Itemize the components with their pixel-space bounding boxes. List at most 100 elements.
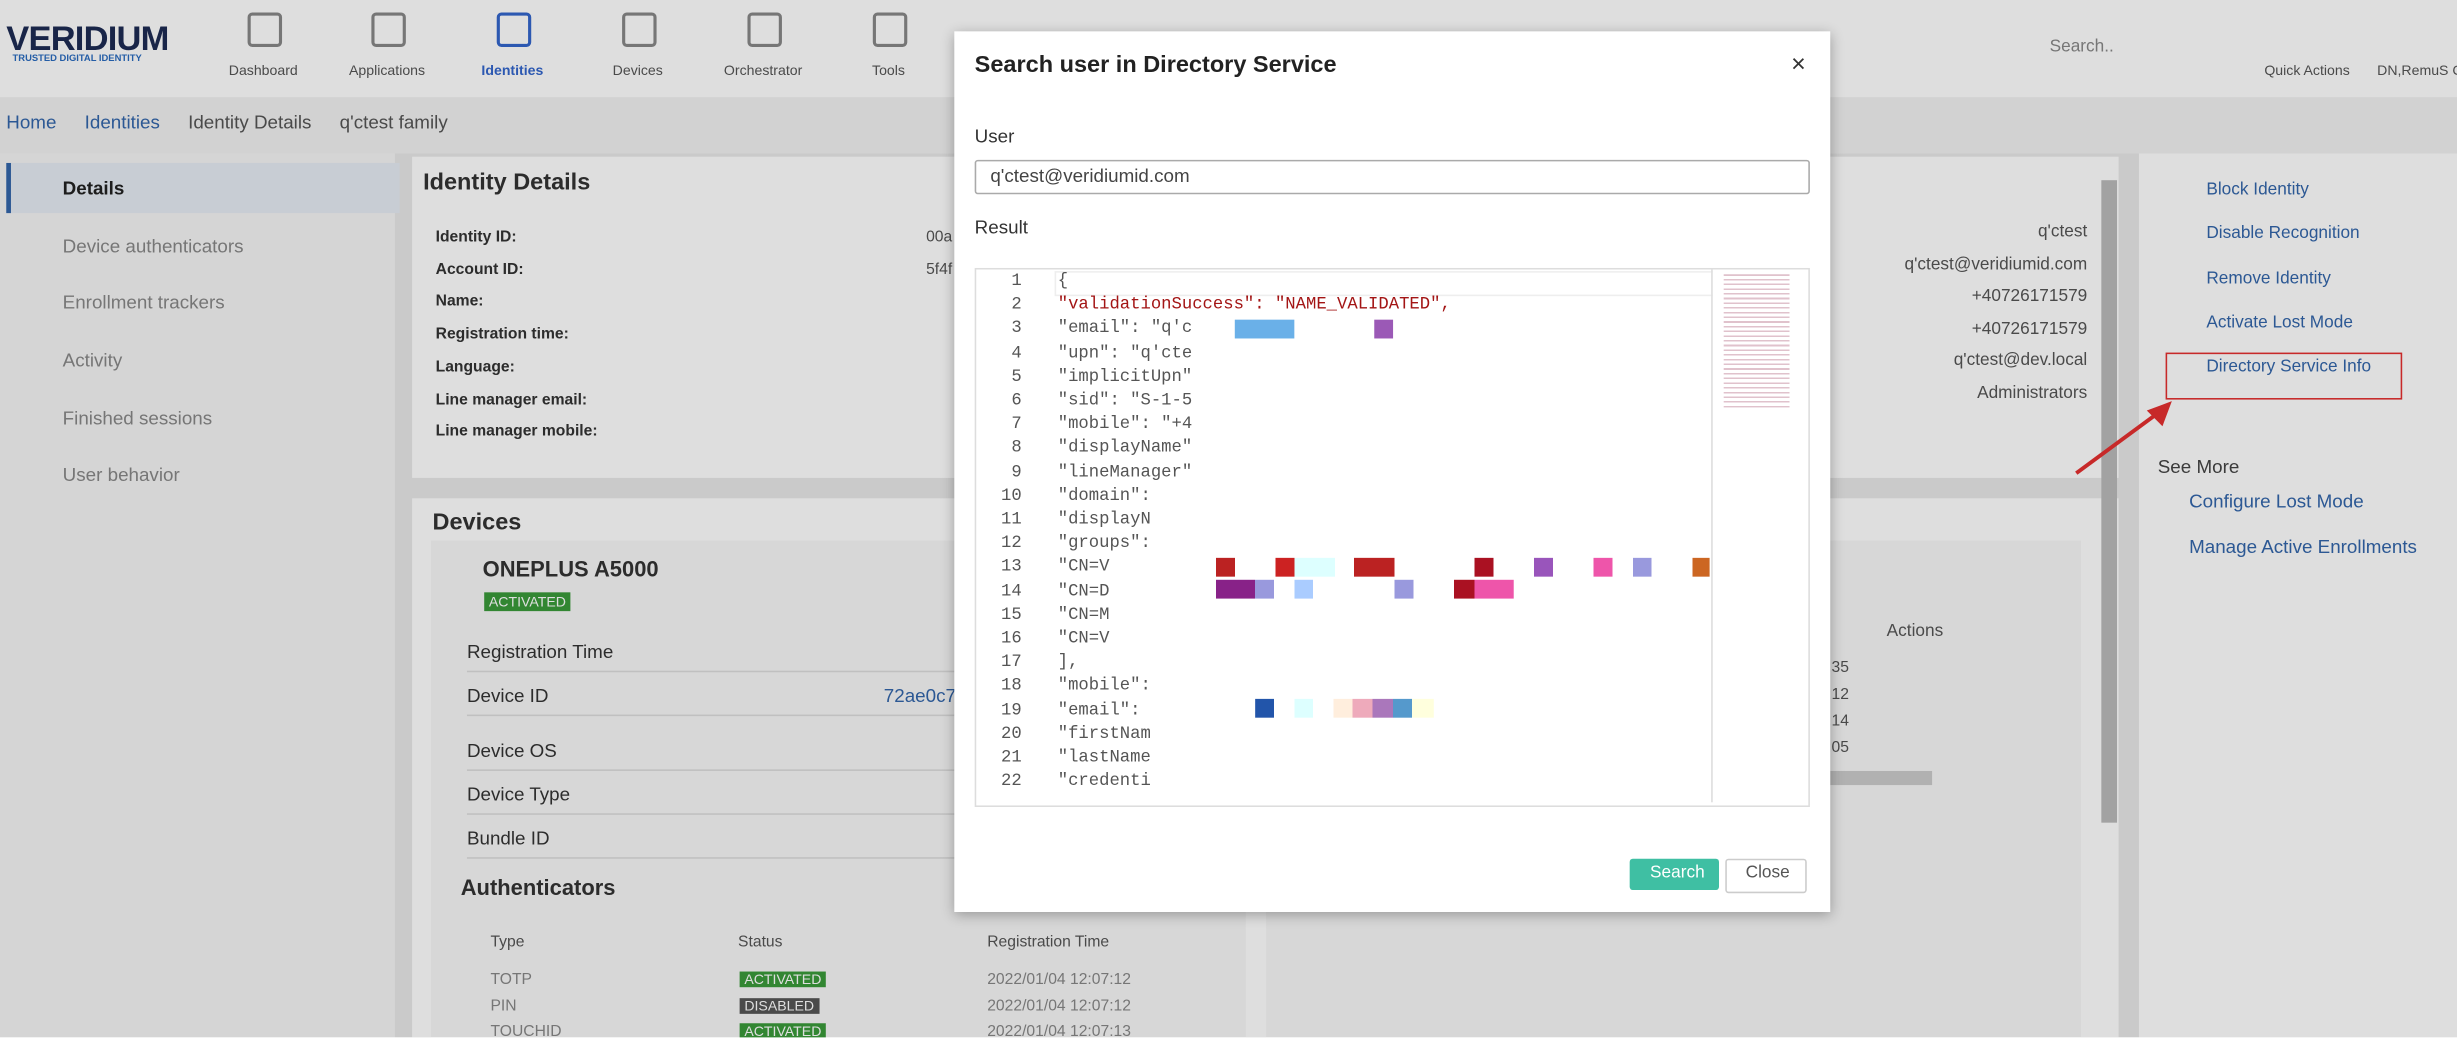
- section-title: Identity Details: [423, 169, 591, 196]
- code-line: "domain":: [1057, 487, 1151, 506]
- device-row-label: Device OS: [466, 740, 1235, 771]
- sidebar-item[interactable]: Device authenticators: [62, 235, 244, 257]
- line-number: 7: [1011, 415, 1022, 435]
- code-line: "CN=D: [1057, 582, 1110, 602]
- line-number: 9: [1011, 463, 1022, 482]
- code-line: "sid": "S-1-5: [1057, 391, 1193, 411]
- breadcrumb-item[interactable]: Identities: [84, 111, 160, 134]
- cell: 2022/01/04 12:07:12: [987, 971, 1132, 989]
- field-label: User: [974, 125, 1015, 148]
- sidebar-item[interactable]: Finished sessions: [62, 407, 213, 430]
- line-number: 15: [1000, 606, 1022, 625]
- sidebar-item[interactable]: Activity: [62, 349, 123, 372]
- user-menu[interactable]: DN,RemuS C: [2377, 62, 2457, 79]
- cell: :12: [1827, 686, 1849, 704]
- line-number: 1: [1011, 272, 1022, 292]
- line-number: 11: [1000, 510, 1022, 530]
- sidebar-item[interactable]: User behavior: [62, 463, 180, 486]
- redaction: [1215, 579, 1514, 599]
- quick-actions[interactable]: Quick Actions: [2264, 62, 2350, 79]
- code-line: "firstNam: [1057, 725, 1151, 745]
- sidebar-item[interactable]: Details: [62, 177, 125, 200]
- action-link[interactable]: Directory Service Info: [2206, 357, 2372, 377]
- code-line: "implicitUpn": [1057, 367, 1193, 387]
- sidebar-active: [6, 162, 400, 214]
- cell: :35: [1827, 659, 1849, 677]
- field-value: 00a: [926, 228, 953, 247]
- line-number: 17: [1000, 653, 1022, 673]
- minimap-lines: [1723, 274, 1790, 408]
- nav-item[interactable]: Tools: [872, 62, 905, 79]
- field-value: q'ctest@veridiumid.com: [1904, 254, 2088, 274]
- column-header[interactable]: Type: [490, 933, 525, 952]
- status-badge: ACTIVATED: [739, 1023, 827, 1038]
- line-number: 3: [1011, 320, 1022, 340]
- nav-item[interactable]: Identities: [481, 62, 544, 79]
- line-number: 4: [1011, 344, 1022, 363]
- input-value: q'ctest@veridiumid.com: [990, 164, 1190, 187]
- redaction: [1255, 698, 1434, 718]
- line-number: 6: [1011, 391, 1022, 411]
- field-label: Line manager email:: [435, 390, 588, 409]
- cell: :14: [1827, 712, 1849, 731]
- column-header[interactable]: Status: [738, 933, 783, 952]
- search-input[interactable]: Search..: [2049, 37, 2114, 57]
- line-number: 10: [1000, 487, 1022, 506]
- nav-item[interactable]: Devices: [612, 62, 663, 79]
- field-label: Result: [974, 216, 1028, 239]
- code-line: "groups":: [1057, 534, 1151, 554]
- nav-item[interactable]: Dashboard: [228, 62, 298, 79]
- more-link[interactable]: Configure Lost Mode: [2189, 490, 2364, 513]
- modal: [954, 31, 1831, 912]
- line-number: 21: [1000, 749, 1022, 768]
- breadcrumb-item[interactable]: Home: [6, 111, 57, 134]
- modal-close[interactable]: ×: [1791, 51, 1806, 79]
- nav-icon: [371, 12, 406, 48]
- nav-icon: [872, 12, 908, 48]
- code-box: [974, 267, 1810, 808]
- line-number: 13: [1000, 558, 1022, 578]
- nav-item[interactable]: Orchestrator: [723, 62, 803, 79]
- field-value: q'ctest: [2037, 222, 2088, 242]
- line-number: 16: [1000, 629, 1022, 649]
- action-link[interactable]: Activate Lost Mode: [2206, 313, 2353, 333]
- line-number: 14: [1000, 582, 1022, 602]
- close-button-label[interactable]: Close: [1745, 863, 1790, 883]
- more-link[interactable]: Manage Active Enrollments: [2189, 535, 2417, 558]
- status-badge: ACTIVATED: [484, 592, 571, 612]
- cell: 2022/01/04 12:07:12: [987, 997, 1132, 1015]
- column-header[interactable]: Registration Time: [987, 933, 1110, 952]
- redaction: [1374, 319, 1394, 339]
- close-button[interactable]: [1725, 858, 1807, 894]
- action-link[interactable]: Block Identity: [2206, 180, 2309, 200]
- action-link[interactable]: Remove Identity: [2206, 269, 2331, 289]
- field-value: +40726171579: [1971, 287, 2088, 306]
- action-link[interactable]: Disable Recognition: [2206, 224, 2360, 243]
- cell: PIN: [490, 997, 517, 1015]
- search-button[interactable]: [1629, 858, 1719, 891]
- section-title: Authenticators: [460, 874, 616, 900]
- sidebar-item[interactable]: Enrollment trackers: [62, 291, 225, 314]
- device-row-label: Device Type: [466, 784, 1235, 815]
- breadcrumb-item: Identity Details: [188, 111, 312, 134]
- user-input[interactable]: [974, 159, 1810, 195]
- line-number: 18: [1000, 677, 1022, 697]
- field-label: Account ID:: [435, 261, 524, 279]
- nav-item[interactable]: Applications: [349, 62, 426, 79]
- nav-icon: [622, 12, 657, 48]
- line-number: 8: [1011, 439, 1022, 459]
- redaction: [1215, 557, 1710, 577]
- right-panel: [2138, 153, 2457, 1038]
- code-line: {: [1057, 272, 1069, 292]
- cell: 2022/01/04 12:07:13: [987, 1023, 1132, 1038]
- code-line: "displayN: [1057, 510, 1151, 530]
- code-current-line: [1054, 271, 1716, 297]
- field-value: q'ctest@dev.local: [1953, 351, 2088, 371]
- code-line: "CN=V: [1057, 629, 1110, 649]
- device-row-label: Bundle ID: [466, 827, 1235, 859]
- line-number: 2: [1011, 296, 1022, 316]
- search-button-label[interactable]: Search: [1650, 863, 1705, 883]
- code-line: "validationSuccess": "NAME_VALIDATED",: [1057, 296, 1451, 316]
